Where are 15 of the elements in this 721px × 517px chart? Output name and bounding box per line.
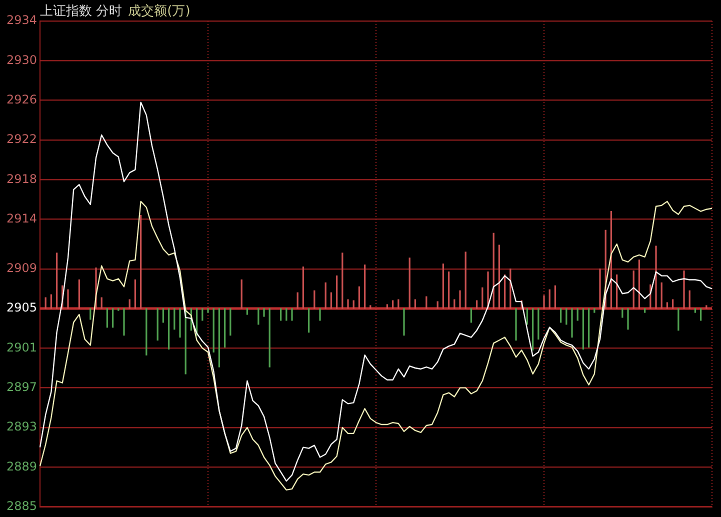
y-tick-label: 2893 bbox=[6, 420, 37, 434]
chart-subtitle: 成交额(万) bbox=[128, 4, 190, 19]
y-tick-label: 2934 bbox=[6, 13, 37, 28]
y-tick-label: 2930 bbox=[6, 52, 37, 67]
y-tick-label: 2922 bbox=[6, 132, 37, 146]
y-tick-label: 2889 bbox=[6, 459, 37, 474]
y-tick-label: 2909 bbox=[6, 260, 37, 275]
chart-title: 上证指数 分时 bbox=[40, 4, 122, 19]
y-tick-label: 2926 bbox=[6, 92, 37, 106]
y-tick-label: 2918 bbox=[6, 172, 37, 186]
y-tick-label: 2897 bbox=[6, 380, 37, 394]
y-tick-label: 2905 bbox=[6, 300, 37, 315]
y-tick-label: 2901 bbox=[6, 340, 37, 354]
y-tick-label: 2885 bbox=[6, 498, 37, 513]
y-tick-label: 2914 bbox=[6, 211, 37, 226]
